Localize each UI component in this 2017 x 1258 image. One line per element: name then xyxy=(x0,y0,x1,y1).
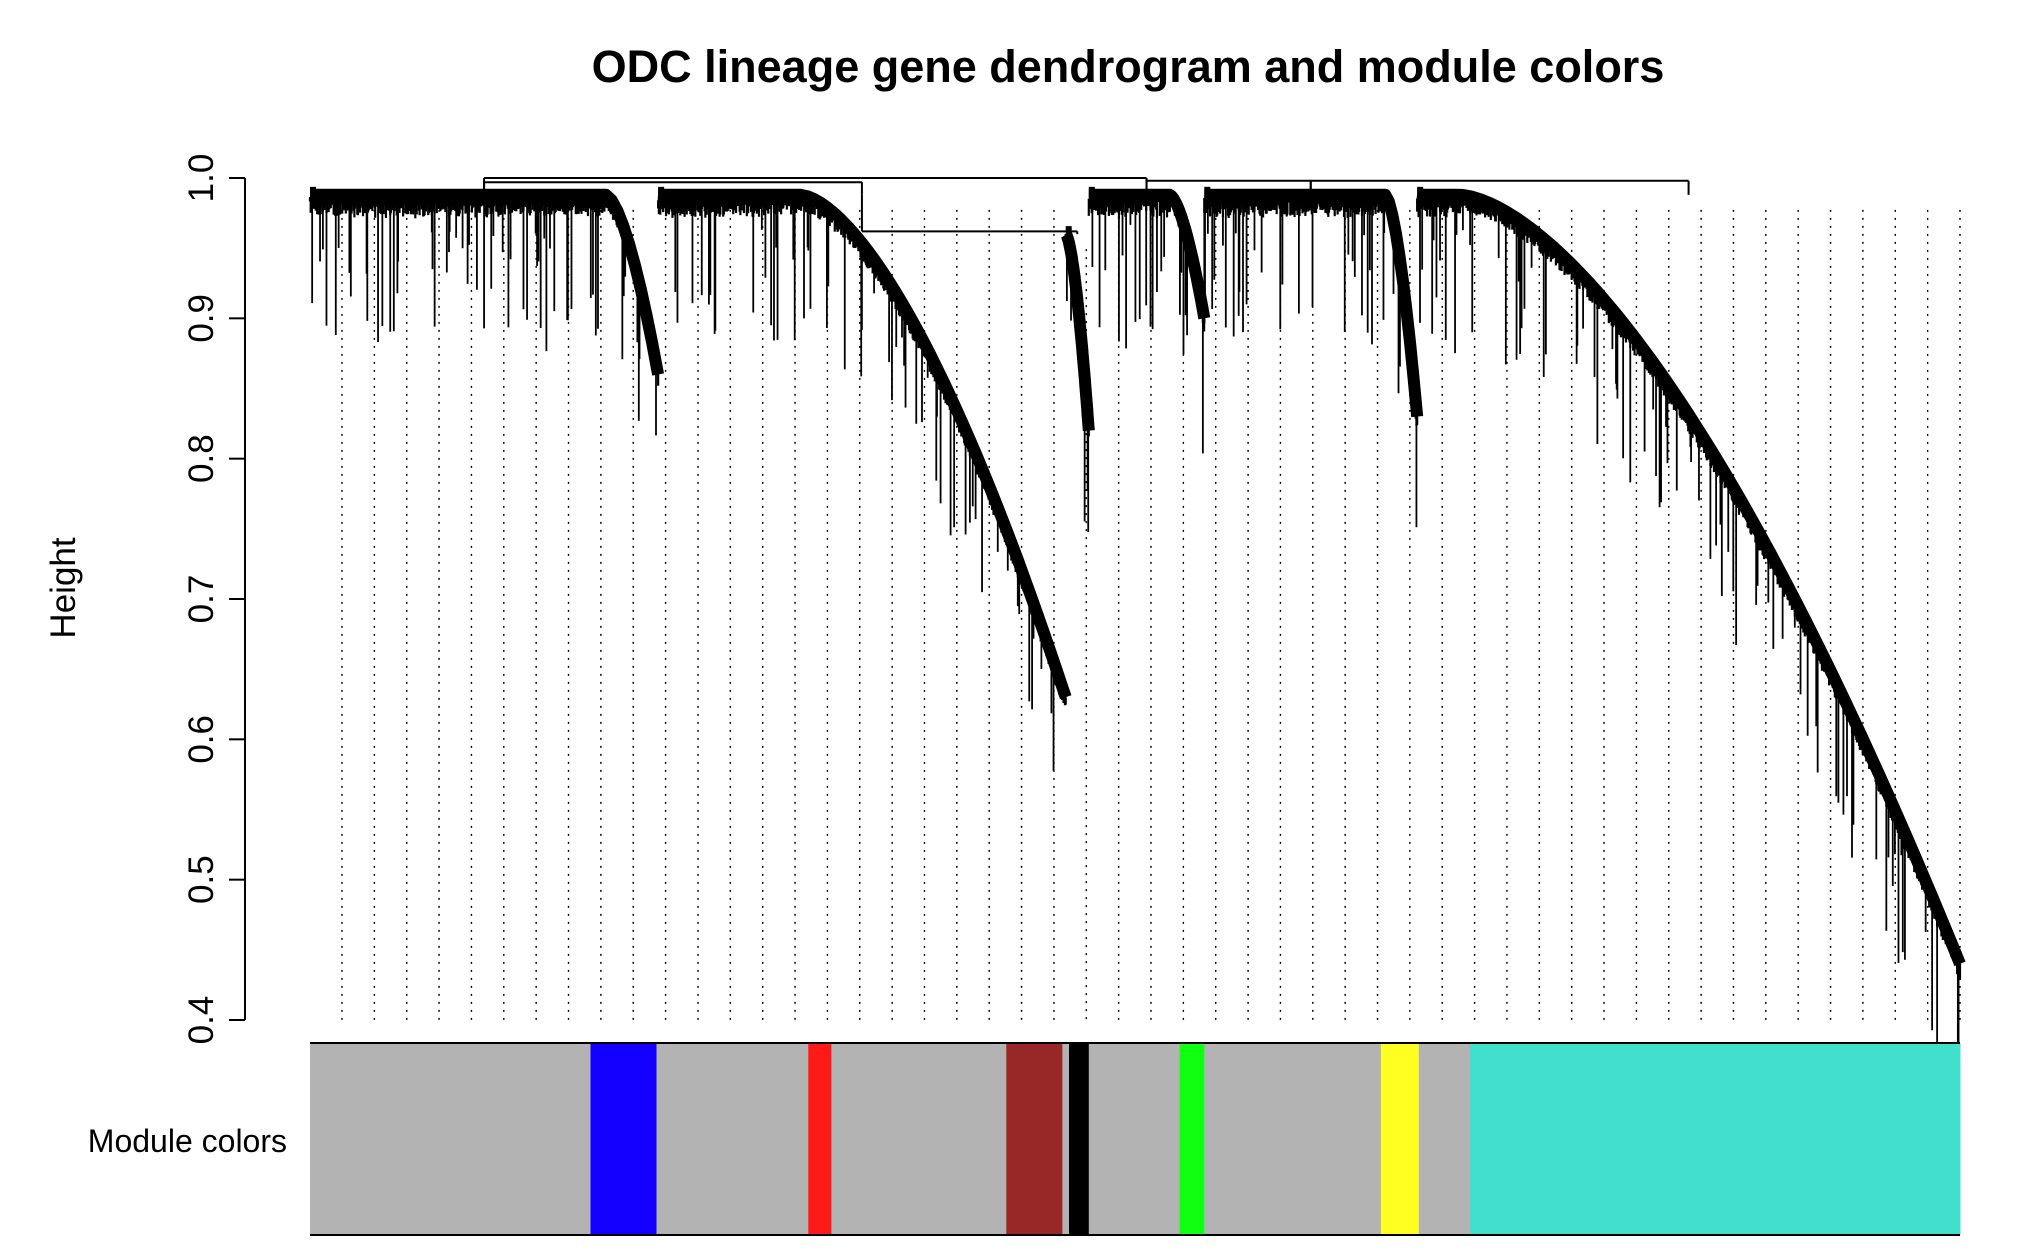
module-segment-green xyxy=(1179,1043,1205,1235)
cluster-cap xyxy=(310,186,316,209)
module-segment-grey xyxy=(1418,1043,1471,1235)
module-segment-black xyxy=(1069,1043,1090,1235)
module-segment-grey xyxy=(656,1043,809,1235)
dendrogram-cluster xyxy=(1084,186,1211,454)
y-axis: 0.4 0.5 0.6 0.7 0.8 0.9 1.0 xyxy=(182,154,246,1045)
y-tick-label: 0.8 xyxy=(182,434,221,483)
module-segment-blue xyxy=(590,1043,657,1235)
cluster-cap xyxy=(1204,186,1211,209)
dendrogram-branches xyxy=(308,177,1966,1113)
module-segment-yellow xyxy=(1380,1043,1420,1235)
dendrogram-cluster xyxy=(308,186,664,436)
dendrogram-cluster xyxy=(1416,186,1966,1113)
module-color-strip xyxy=(310,1042,1961,1236)
module-segment-grey xyxy=(310,1043,591,1235)
cluster-cap xyxy=(658,186,665,209)
module-segment-red xyxy=(808,1043,832,1235)
dendrogram-cluster xyxy=(657,186,1072,772)
module-colors-label: Module colors xyxy=(88,1123,287,1159)
y-tick-label: 1.0 xyxy=(182,154,221,203)
cluster-spine xyxy=(1417,188,1966,967)
cluster-cap xyxy=(1417,186,1424,209)
module-segment-turquoise xyxy=(1469,1043,1961,1235)
chart-title: ODC lineage gene dendrogram and module c… xyxy=(592,41,1665,92)
y-tick-label: 0.7 xyxy=(182,575,221,624)
cluster-cap xyxy=(1088,186,1095,209)
y-tick-label: 0.5 xyxy=(182,855,221,904)
y-tick-label: 0.9 xyxy=(182,294,221,343)
y-tick-label: 0.6 xyxy=(182,715,221,764)
module-segment-grey xyxy=(831,1043,1007,1235)
module-segment-grey xyxy=(1204,1043,1382,1235)
module-segment-brown xyxy=(1006,1043,1063,1235)
cluster-spine xyxy=(1060,228,1095,432)
y-axis-label: Height xyxy=(44,537,83,638)
cluster-spine xyxy=(658,188,1072,700)
module-segment-grey xyxy=(1062,1043,1070,1235)
y-tick-label: 0.4 xyxy=(182,996,221,1045)
dendrogram-cluster xyxy=(1201,186,1424,528)
leaf-guide-lines xyxy=(341,209,1961,1020)
dendrogram-cluster xyxy=(1060,226,1095,533)
cluster-cap xyxy=(1065,226,1072,249)
module-segment-grey xyxy=(1088,1043,1181,1235)
